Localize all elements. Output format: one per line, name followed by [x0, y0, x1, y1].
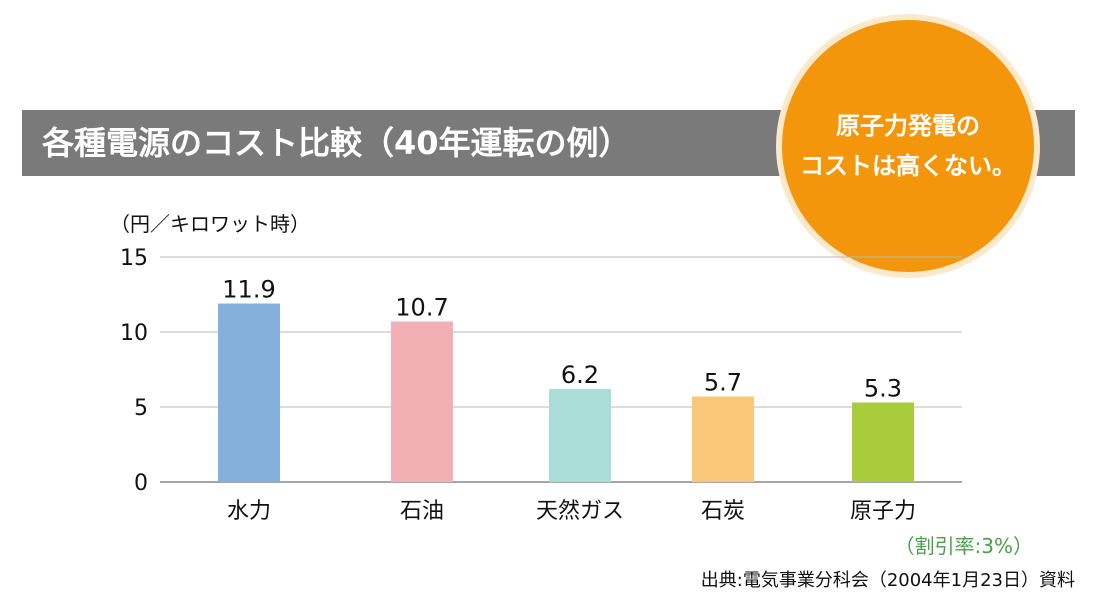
- x-tick-label: 天然ガス: [536, 499, 624, 524]
- y-tick-label: 15: [120, 246, 148, 271]
- bar-value-label: 5.7: [704, 369, 742, 397]
- bar-value-label: 5.3: [864, 375, 902, 403]
- page-title: 各種電源のコスト比較（40年運転の例）: [42, 124, 631, 162]
- y-axis-unit-label: （円／キロワット時）: [110, 212, 310, 236]
- y-tick-label: 10: [120, 321, 148, 346]
- bar: [549, 389, 611, 482]
- source-note: 出典:電気事業分科会（2004年1月23日）資料: [700, 570, 1075, 591]
- y-tick-label: 5: [134, 396, 148, 421]
- bar: [852, 402, 914, 482]
- bar-value-label: 6.2: [561, 361, 599, 389]
- badge-line-2: コストは高くない。: [800, 152, 1016, 180]
- highlight-badge: 原子力発電の コストは高くない。: [776, 14, 1040, 278]
- y-tick-label: 0: [134, 471, 148, 496]
- x-tick-label: 原子力: [850, 499, 916, 524]
- bar-value-label: 10.7: [395, 294, 448, 322]
- x-tick-label: 石油: [400, 499, 444, 524]
- bar: [692, 396, 754, 482]
- x-tick-label: 水力: [227, 499, 271, 524]
- badge-line-1: 原子力発電の: [836, 112, 980, 140]
- discount-rate-note: （割引率:3%）: [894, 534, 1033, 558]
- bar: [218, 303, 280, 482]
- bar-value-label: 11.9: [222, 276, 275, 304]
- bar: [391, 321, 453, 482]
- x-tick-label: 石炭: [701, 499, 745, 524]
